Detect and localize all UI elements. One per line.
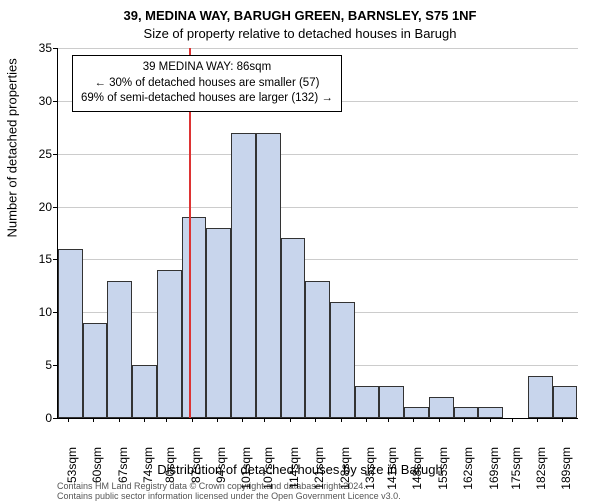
grid-line [58, 154, 578, 155]
y-tick [53, 312, 57, 313]
x-tick-label: 162sqm [461, 447, 475, 491]
histogram-bar [256, 133, 281, 418]
x-tick-label: 60sqm [90, 447, 104, 491]
y-tick-label: 30 [39, 94, 52, 108]
x-tick-label: 141sqm [385, 447, 399, 491]
histogram-bar [58, 249, 83, 418]
info-line-2: ← 30% of detached houses are smaller (57… [81, 76, 333, 92]
histogram-bar [528, 376, 553, 418]
x-tick [192, 418, 193, 422]
histogram-bar [182, 217, 207, 418]
x-tick-label: 128sqm [338, 447, 352, 491]
x-tick-label: 175sqm [509, 447, 523, 491]
x-tick-label: 182sqm [534, 447, 548, 491]
x-tick-label: 148sqm [410, 447, 424, 491]
x-tick [464, 418, 465, 422]
x-tick [562, 418, 563, 422]
x-tick [93, 418, 94, 422]
x-tick [537, 418, 538, 422]
x-tick [512, 418, 513, 422]
x-tick [144, 418, 145, 422]
grid-line [58, 48, 578, 49]
y-tick-label: 25 [39, 147, 52, 161]
x-tick [290, 418, 291, 422]
x-tick [413, 418, 414, 422]
x-tick [388, 418, 389, 422]
histogram-bar [330, 302, 355, 418]
y-tick [53, 207, 57, 208]
footer-line-2: Contains public sector information licen… [57, 491, 401, 501]
x-tick-label: 107sqm [261, 447, 275, 491]
y-tick-label: 10 [39, 305, 52, 319]
histogram-bar [404, 407, 429, 418]
x-tick-label: 80sqm [163, 447, 177, 491]
y-tick [53, 48, 57, 49]
histogram-bar [305, 281, 330, 418]
y-tick-label: 35 [39, 41, 52, 55]
y-tick [53, 259, 57, 260]
chart-title-sub: Size of property relative to detached ho… [0, 26, 600, 41]
histogram-bar [281, 238, 306, 418]
x-tick [68, 418, 69, 422]
y-tick-label: 5 [45, 358, 52, 372]
histogram-bar [454, 407, 479, 418]
x-tick [341, 418, 342, 422]
x-tick-label: 155sqm [436, 447, 450, 491]
y-tick-label: 0 [45, 411, 52, 425]
histogram-bar [355, 386, 380, 418]
x-tick-label: 94sqm [214, 447, 228, 491]
x-tick [490, 418, 491, 422]
info-box: 39 MEDINA WAY: 86sqm ← 30% of detached h… [72, 55, 342, 112]
x-tick-label: 87sqm [189, 447, 203, 491]
x-tick [217, 418, 218, 422]
histogram-bar [157, 270, 182, 418]
y-tick [53, 154, 57, 155]
x-tick [264, 418, 265, 422]
x-tick [166, 418, 167, 422]
grid-line [58, 259, 578, 260]
histogram-bar [478, 407, 503, 418]
x-tick-label: 67sqm [116, 447, 130, 491]
y-tick-label: 20 [39, 200, 52, 214]
y-tick [53, 101, 57, 102]
x-tick [242, 418, 243, 422]
histogram-bar [206, 228, 231, 418]
x-tick-label: 101sqm [239, 447, 253, 491]
chart-title-main: 39, MEDINA WAY, BARUGH GREEN, BARNSLEY, … [0, 8, 600, 23]
histogram-bar [132, 365, 157, 418]
histogram-bar [107, 281, 132, 418]
y-tick [53, 365, 57, 366]
info-line-1: 39 MEDINA WAY: 86sqm [81, 60, 333, 76]
histogram-bar [429, 397, 454, 418]
histogram-bar [231, 133, 256, 418]
y-axis-title: Number of detached properties [5, 58, 20, 237]
x-tick-label: 121sqm [312, 447, 326, 491]
x-tick [439, 418, 440, 422]
x-tick [315, 418, 316, 422]
x-tick [119, 418, 120, 422]
grid-line [58, 207, 578, 208]
x-tick-label: 135sqm [363, 447, 377, 491]
y-tick [53, 418, 57, 419]
x-tick-label: 53sqm [65, 447, 79, 491]
chart-container: 39, MEDINA WAY, BARUGH GREEN, BARNSLEY, … [0, 0, 600, 500]
x-tick-label: 74sqm [141, 447, 155, 491]
histogram-bar [83, 323, 108, 418]
x-tick-label: 114sqm [287, 447, 301, 491]
x-tick-label: 169sqm [487, 447, 501, 491]
x-tick [366, 418, 367, 422]
x-tick-label: 189sqm [559, 447, 573, 491]
histogram-bar [553, 386, 578, 418]
info-line-3: 69% of semi-detached houses are larger (… [81, 91, 333, 107]
y-tick-label: 15 [39, 252, 52, 266]
histogram-bar [379, 386, 404, 418]
